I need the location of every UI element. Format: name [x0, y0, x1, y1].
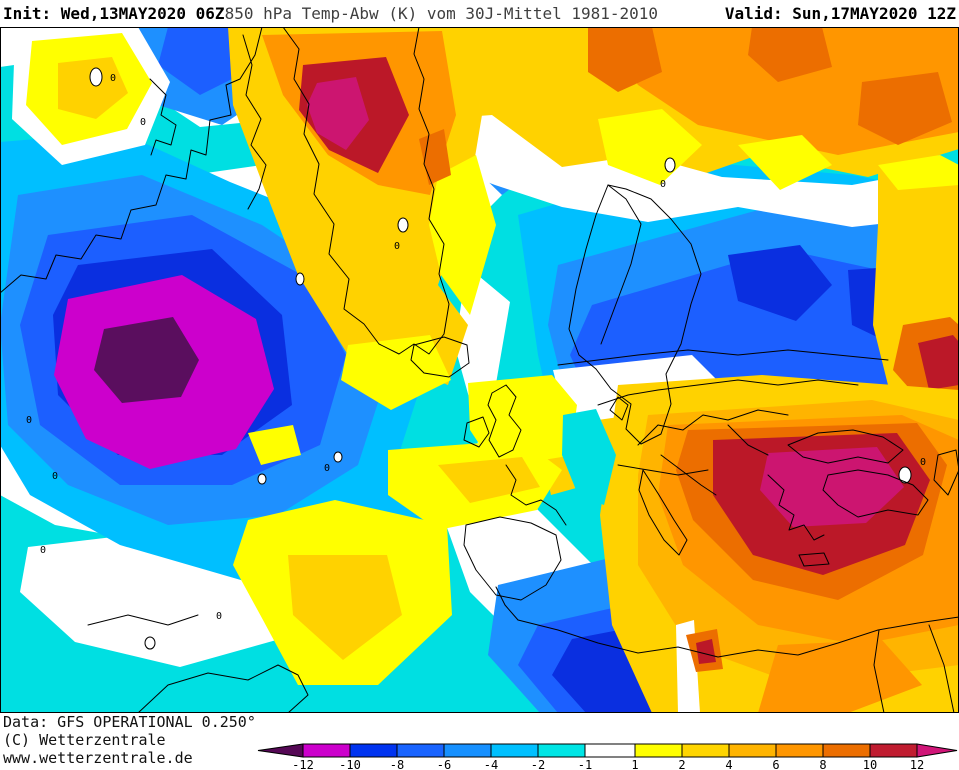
- legend-tick-label: -4: [484, 758, 498, 770]
- valid-timestamp: Valid: Sun,17MAY2020 12Z: [724, 4, 956, 23]
- legend-tick-label: -8: [390, 758, 404, 770]
- legend-cell: [822, 743, 871, 758]
- legend-cell: [443, 743, 492, 758]
- map-area: 0 0 0 0 0 0 0 0 0 0: [0, 27, 959, 713]
- legend-cell: [490, 743, 539, 758]
- legend-tick-label: -10: [339, 758, 361, 770]
- legend-cell: [584, 743, 636, 758]
- legend-right-arrow: [916, 743, 958, 758]
- legend-cell: [634, 743, 683, 758]
- warm-anomaly-layer: [12, 27, 959, 713]
- legend-tick-label: 8: [819, 758, 826, 770]
- contour-zero-label: 0: [660, 179, 666, 190]
- contour-zero-label: 0: [26, 415, 32, 426]
- legend-tick-label: -12: [292, 758, 314, 770]
- data-source-line: Data: GFS OPERATIONAL 0.250°: [3, 713, 256, 731]
- legend-cell: [349, 743, 398, 758]
- contour-zero-label: 0: [52, 471, 58, 482]
- detail-patches-layer: 0 0 0 0 0 0 0 0 0 0: [26, 67, 926, 650]
- legend-cell: [537, 743, 586, 758]
- map-footer: Data: GFS OPERATIONAL 0.250° (C) Wetterz…: [0, 713, 959, 770]
- legend-tick-label: 12: [910, 758, 924, 770]
- init-timestamp: Init: Wed,13MAY2020 06Z: [3, 4, 225, 23]
- color-scale-legend: -12 -10 -8 -6 -4 -2 -1 1 2 4 6 8 10 12: [257, 743, 958, 770]
- footer-credits: Data: GFS OPERATIONAL 0.250° (C) Wetterz…: [3, 713, 256, 767]
- coastlines-layer: [0, 27, 959, 713]
- legend-tick-label: -6: [437, 758, 451, 770]
- legend-cell: [869, 743, 918, 758]
- legend-left-arrow: [257, 743, 304, 758]
- legend-cell: [681, 743, 730, 758]
- legend-tick-label: 1: [631, 758, 638, 770]
- legend-tick-label: 4: [725, 758, 732, 770]
- legend-cell: [396, 743, 445, 758]
- legend-tick-label: -2: [531, 758, 545, 770]
- legend-tick-label: 10: [863, 758, 877, 770]
- contour-zero-label: 0: [324, 463, 330, 474]
- legend-cell: [302, 743, 351, 758]
- contour-zero-label: 0: [40, 545, 46, 556]
- legend-cell: [728, 743, 777, 758]
- legend-tick-label: -1: [578, 758, 592, 770]
- weather-map: 0 0 0 0 0 0 0 0 0 0: [0, 27, 959, 713]
- copyright-line: (C) Wetterzentrale: [3, 731, 166, 749]
- contour-zero-label: 0: [216, 611, 222, 622]
- contour-zero-label: 0: [110, 73, 116, 84]
- contour-zero-label: 0: [140, 117, 146, 128]
- legend-tick-label: 6: [772, 758, 779, 770]
- legend-tick-label: 2: [678, 758, 685, 770]
- contour-zero-label: 0: [394, 241, 400, 252]
- website-url: www.wetterzentrale.de: [3, 749, 193, 767]
- legend-cell: [775, 743, 824, 758]
- map-header: Init: Wed,13MAY2020 06Z 850 hPa Temp-Abw…: [0, 0, 959, 27]
- map-title: 850 hPa Temp-Abw (K) vom 30J-Mittel 1981…: [224, 4, 659, 23]
- contour-zero-label: 0: [920, 457, 926, 468]
